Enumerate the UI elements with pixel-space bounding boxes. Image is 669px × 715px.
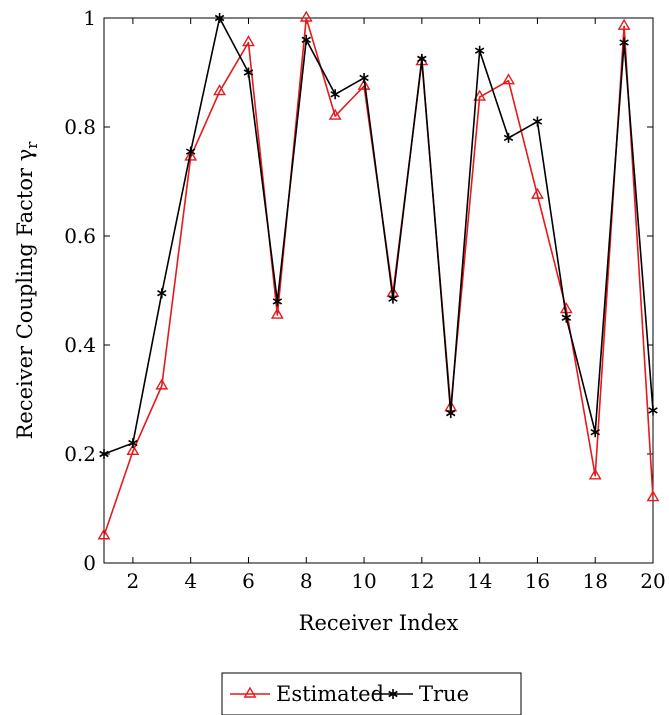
data-point-estimated	[328, 108, 342, 120]
x-tick-label: 14	[467, 569, 492, 593]
data-point-estimated	[213, 84, 227, 96]
y-axis-label-subscript: r	[23, 141, 41, 149]
data-point-true	[359, 72, 369, 83]
legend-marker-true	[388, 689, 398, 699]
data-point-estimated	[184, 149, 198, 161]
legend-marker-estimated	[243, 686, 257, 698]
x-tick-label: 12	[409, 569, 434, 593]
y-tick-label: 0.4	[64, 333, 96, 357]
axes-frame	[103, 17, 654, 564]
tick-labels: 2 4 6 8 10 12 14 16 18 20 0 0.2 0.4 0.6 0.8 1	[64, 6, 666, 593]
data-point-estimated	[646, 490, 660, 502]
series-true	[99, 13, 658, 459]
data-point-estimated	[97, 528, 111, 540]
y-tick-label: 0.8	[64, 115, 96, 139]
data-point-true	[388, 293, 398, 304]
data-point-true	[446, 408, 456, 419]
y-axis-label-main: Receiver Coupling Factor γ	[13, 149, 37, 440]
x-tick-label: 10	[351, 569, 376, 593]
y-tick-label: 0	[83, 551, 96, 575]
x-tick-label: 2	[127, 569, 140, 593]
y-axis-label: Receiver Coupling Factor γr	[13, 141, 41, 440]
data-point-estimated	[502, 73, 515, 85]
data-point-estimated	[357, 78, 371, 90]
data-point-estimated	[530, 187, 544, 199]
data-point-estimated	[617, 18, 631, 30]
data-point-estimated	[588, 468, 602, 480]
data-point-true	[503, 132, 514, 143]
data-point-true	[532, 116, 543, 127]
y-tick-label: 1	[83, 6, 96, 30]
data-point-true	[128, 438, 138, 449]
legend-box	[221, 672, 522, 715]
data-point-estimated	[126, 443, 140, 455]
data-point-true	[417, 53, 427, 64]
legend: Estimated True	[221, 672, 522, 715]
plot-area	[97, 10, 660, 564]
data-point-estimated	[270, 307, 284, 319]
x-tick-label: 16	[525, 569, 550, 593]
data-point-estimated	[242, 35, 255, 47]
data-point-true	[272, 296, 283, 307]
data-point-true	[99, 449, 109, 459]
axis-ticks	[104, 17, 654, 564]
data-point-true	[301, 34, 311, 45]
data-point-true	[330, 89, 340, 100]
data-point-true	[619, 37, 629, 48]
data-point-true	[214, 13, 225, 23]
data-point-true	[157, 288, 167, 299]
data-point-estimated	[473, 89, 487, 101]
data-point-true	[561, 312, 572, 323]
legend-label-true: True	[419, 682, 469, 706]
data-point-true	[185, 146, 196, 157]
x-tick-label: 18	[582, 569, 607, 593]
x-tick-label: 8	[300, 569, 313, 593]
series-line-estimated	[103, 17, 654, 537]
y-tick-label: 0.2	[64, 442, 96, 466]
data-point-true	[474, 45, 485, 56]
data-point-true	[648, 405, 658, 416]
data-point-estimated	[299, 10, 313, 22]
series-line-true	[103, 17, 654, 455]
series-group	[97, 10, 660, 540]
data-point-true	[590, 427, 600, 438]
x-axis-label: Receiver Index	[299, 611, 459, 635]
y-tick-label: 0.6	[64, 224, 96, 248]
data-point-estimated	[155, 378, 169, 390]
legend-label-estimated: Estimated	[276, 682, 384, 706]
series-estimated	[97, 10, 660, 540]
data-point-true	[243, 67, 254, 78]
x-tick-label: 20	[640, 569, 665, 593]
x-tick-label: 4	[184, 569, 197, 593]
x-tick-label: 6	[242, 569, 255, 593]
